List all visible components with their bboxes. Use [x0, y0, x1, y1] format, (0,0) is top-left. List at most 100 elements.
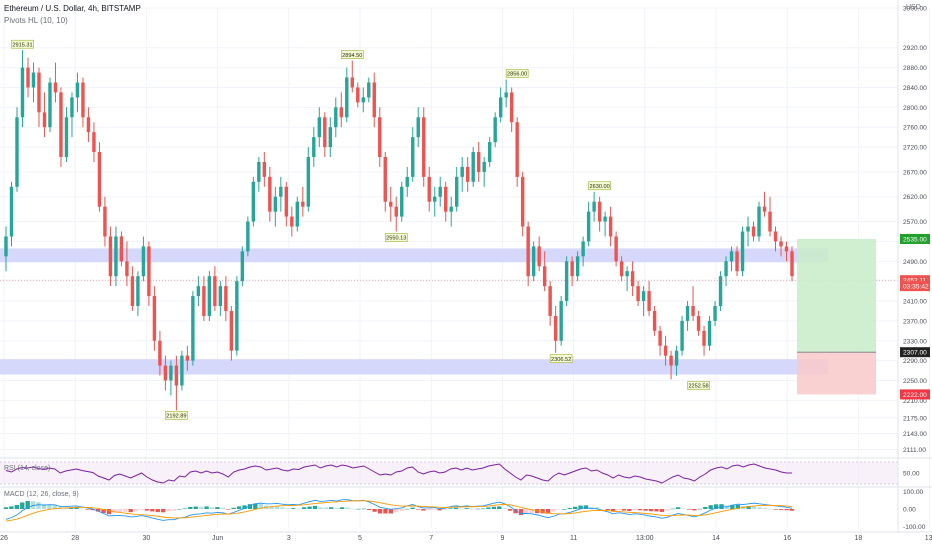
candle-body	[42, 112, 47, 128]
candle-body	[614, 236, 618, 262]
y-tick-label: 2570.00	[903, 219, 927, 226]
y-tick-label: 2290.00	[903, 358, 927, 365]
candle-body	[663, 345, 668, 356]
macd-histogram-bar	[226, 509, 231, 510]
macd-histogram-bar	[25, 501, 30, 509]
rsi-tick-label: 50.00	[903, 471, 920, 478]
y-tick-label: 2880.00	[903, 65, 927, 72]
macd-histogram-bar	[681, 508, 686, 510]
candle-body	[301, 201, 305, 207]
indicator-label[interactable]: Pivots HL (10, 10)	[4, 16, 68, 25]
candle-body	[509, 92, 514, 123]
candle-body	[724, 261, 728, 277]
macd-histogram-bar	[247, 504, 253, 509]
macd-histogram-bar	[464, 508, 469, 509]
candle-body	[400, 186, 404, 217]
candle-body	[163, 365, 168, 381]
pivot-label: 2894.50	[342, 53, 362, 59]
candle-body	[86, 117, 91, 133]
candle-body	[4, 236, 8, 257]
macd-histogram-bar	[301, 507, 307, 509]
candle-body	[152, 296, 157, 341]
macd-histogram-bar	[198, 506, 204, 509]
candle-body	[174, 365, 179, 386]
macd-histogram-bar	[383, 509, 388, 514]
macd-histogram-bar	[648, 509, 654, 512]
candle-body	[553, 315, 558, 341]
candle-body	[696, 315, 701, 331]
macd-histogram-bar	[79, 508, 85, 510]
candle-body	[713, 306, 717, 321]
macd-histogram-bar	[307, 506, 312, 509]
candle-body	[427, 176, 431, 202]
candle-body	[48, 82, 52, 128]
macd-histogram-bar	[36, 502, 41, 509]
y-tick-label: 2620.00	[903, 194, 927, 201]
macd-histogram-bar	[123, 509, 128, 512]
macd-histogram-bar	[600, 509, 605, 510]
pivot-tag	[505, 69, 529, 78]
candle-body	[608, 216, 613, 237]
candle-body	[356, 87, 360, 103]
candle-body	[130, 276, 135, 306]
candle-body	[466, 166, 470, 182]
pivot-label: 2915.31	[12, 42, 32, 48]
macd-histogram-bar	[778, 509, 784, 510]
macd-histogram-bar	[610, 509, 616, 512]
pivot-tag	[549, 354, 573, 363]
candle-body	[169, 365, 173, 381]
long-position-tool[interactable]	[797, 238, 876, 395]
macd-histogram-bar	[627, 509, 632, 512]
price-tag	[900, 389, 930, 400]
macd-histogram-bar	[789, 509, 795, 511]
candle-body	[757, 206, 761, 237]
rsi-title: RSI (14, close)	[4, 465, 50, 472]
macd-histogram-bar	[345, 507, 350, 509]
price-tag	[900, 347, 930, 358]
candle-body	[729, 251, 734, 262]
x-tick-label: 13:00	[636, 535, 654, 542]
macd-histogram-bar	[312, 505, 318, 509]
candle-body	[784, 246, 789, 252]
macd-histogram-bar	[285, 508, 291, 509]
candle-body	[768, 211, 772, 232]
macd-histogram-bar	[193, 506, 198, 509]
candle-body	[685, 306, 690, 321]
pivot-tag	[165, 411, 188, 420]
y-tick-label: 2250.00	[903, 378, 927, 385]
candle-body	[707, 320, 712, 346]
macd-line	[5, 499, 793, 521]
macd-histogram-bar	[762, 508, 768, 509]
candle-body	[531, 246, 536, 277]
candle-body	[493, 117, 497, 143]
macd-histogram-bar	[372, 509, 377, 512]
macd-histogram-bar	[339, 507, 345, 509]
macd-histogram-bar	[453, 507, 459, 509]
macd-histogram-bar	[253, 503, 258, 509]
macd-histogram-bar	[242, 505, 247, 509]
price-tag-label: 03:35:42	[903, 284, 929, 291]
macd-histogram-bar	[556, 509, 562, 510]
candle-body	[323, 117, 327, 148]
candle-body	[619, 261, 624, 277]
macd-histogram-bar	[166, 509, 171, 512]
candle-body	[103, 206, 107, 237]
candle-body	[378, 117, 382, 157]
x-tick-label: 3	[287, 535, 291, 542]
candle-body	[674, 350, 679, 366]
macd-histogram-bar	[638, 509, 643, 511]
macd-histogram-bar	[692, 509, 697, 511]
y-tick-label: 2111.00	[903, 447, 926, 454]
candle-body	[9, 186, 14, 237]
y-tick-label: 2370.00	[903, 318, 927, 325]
y-tick-label: 2210.00	[903, 398, 927, 405]
macd-histogram-bar	[632, 509, 637, 511]
y-tick-label: 2175.00	[903, 415, 927, 422]
candle-body	[383, 157, 387, 202]
candle-body	[191, 296, 195, 361]
candle-body	[97, 152, 102, 207]
candle-body	[438, 186, 442, 197]
macd-histogram-bar	[209, 507, 215, 509]
